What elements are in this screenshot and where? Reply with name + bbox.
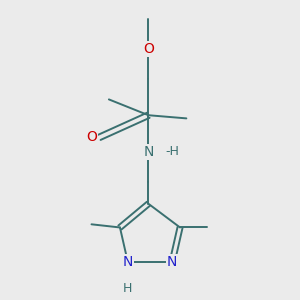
Text: O: O xyxy=(143,42,154,56)
Text: N: N xyxy=(143,145,154,159)
Text: -H: -H xyxy=(165,145,179,158)
Text: N: N xyxy=(123,255,133,269)
Text: N: N xyxy=(167,255,177,269)
Text: H: H xyxy=(123,282,133,295)
Text: O: O xyxy=(86,130,97,144)
